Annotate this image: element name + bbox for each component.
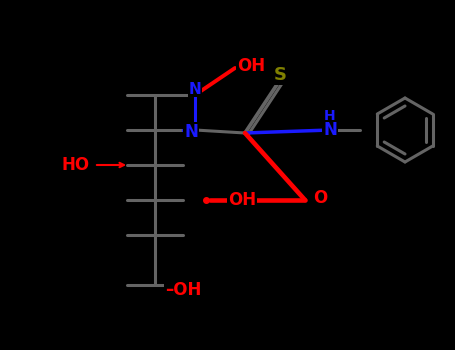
Text: N: N	[184, 123, 198, 141]
Text: OH: OH	[228, 191, 256, 209]
Text: N: N	[189, 82, 202, 97]
Text: HO: HO	[62, 156, 90, 174]
Text: N: N	[323, 121, 337, 139]
Text: OH: OH	[237, 57, 265, 75]
Text: –OH: –OH	[165, 281, 202, 299]
Text: H: H	[324, 109, 336, 123]
Text: O: O	[313, 189, 327, 207]
Text: S: S	[273, 66, 287, 84]
